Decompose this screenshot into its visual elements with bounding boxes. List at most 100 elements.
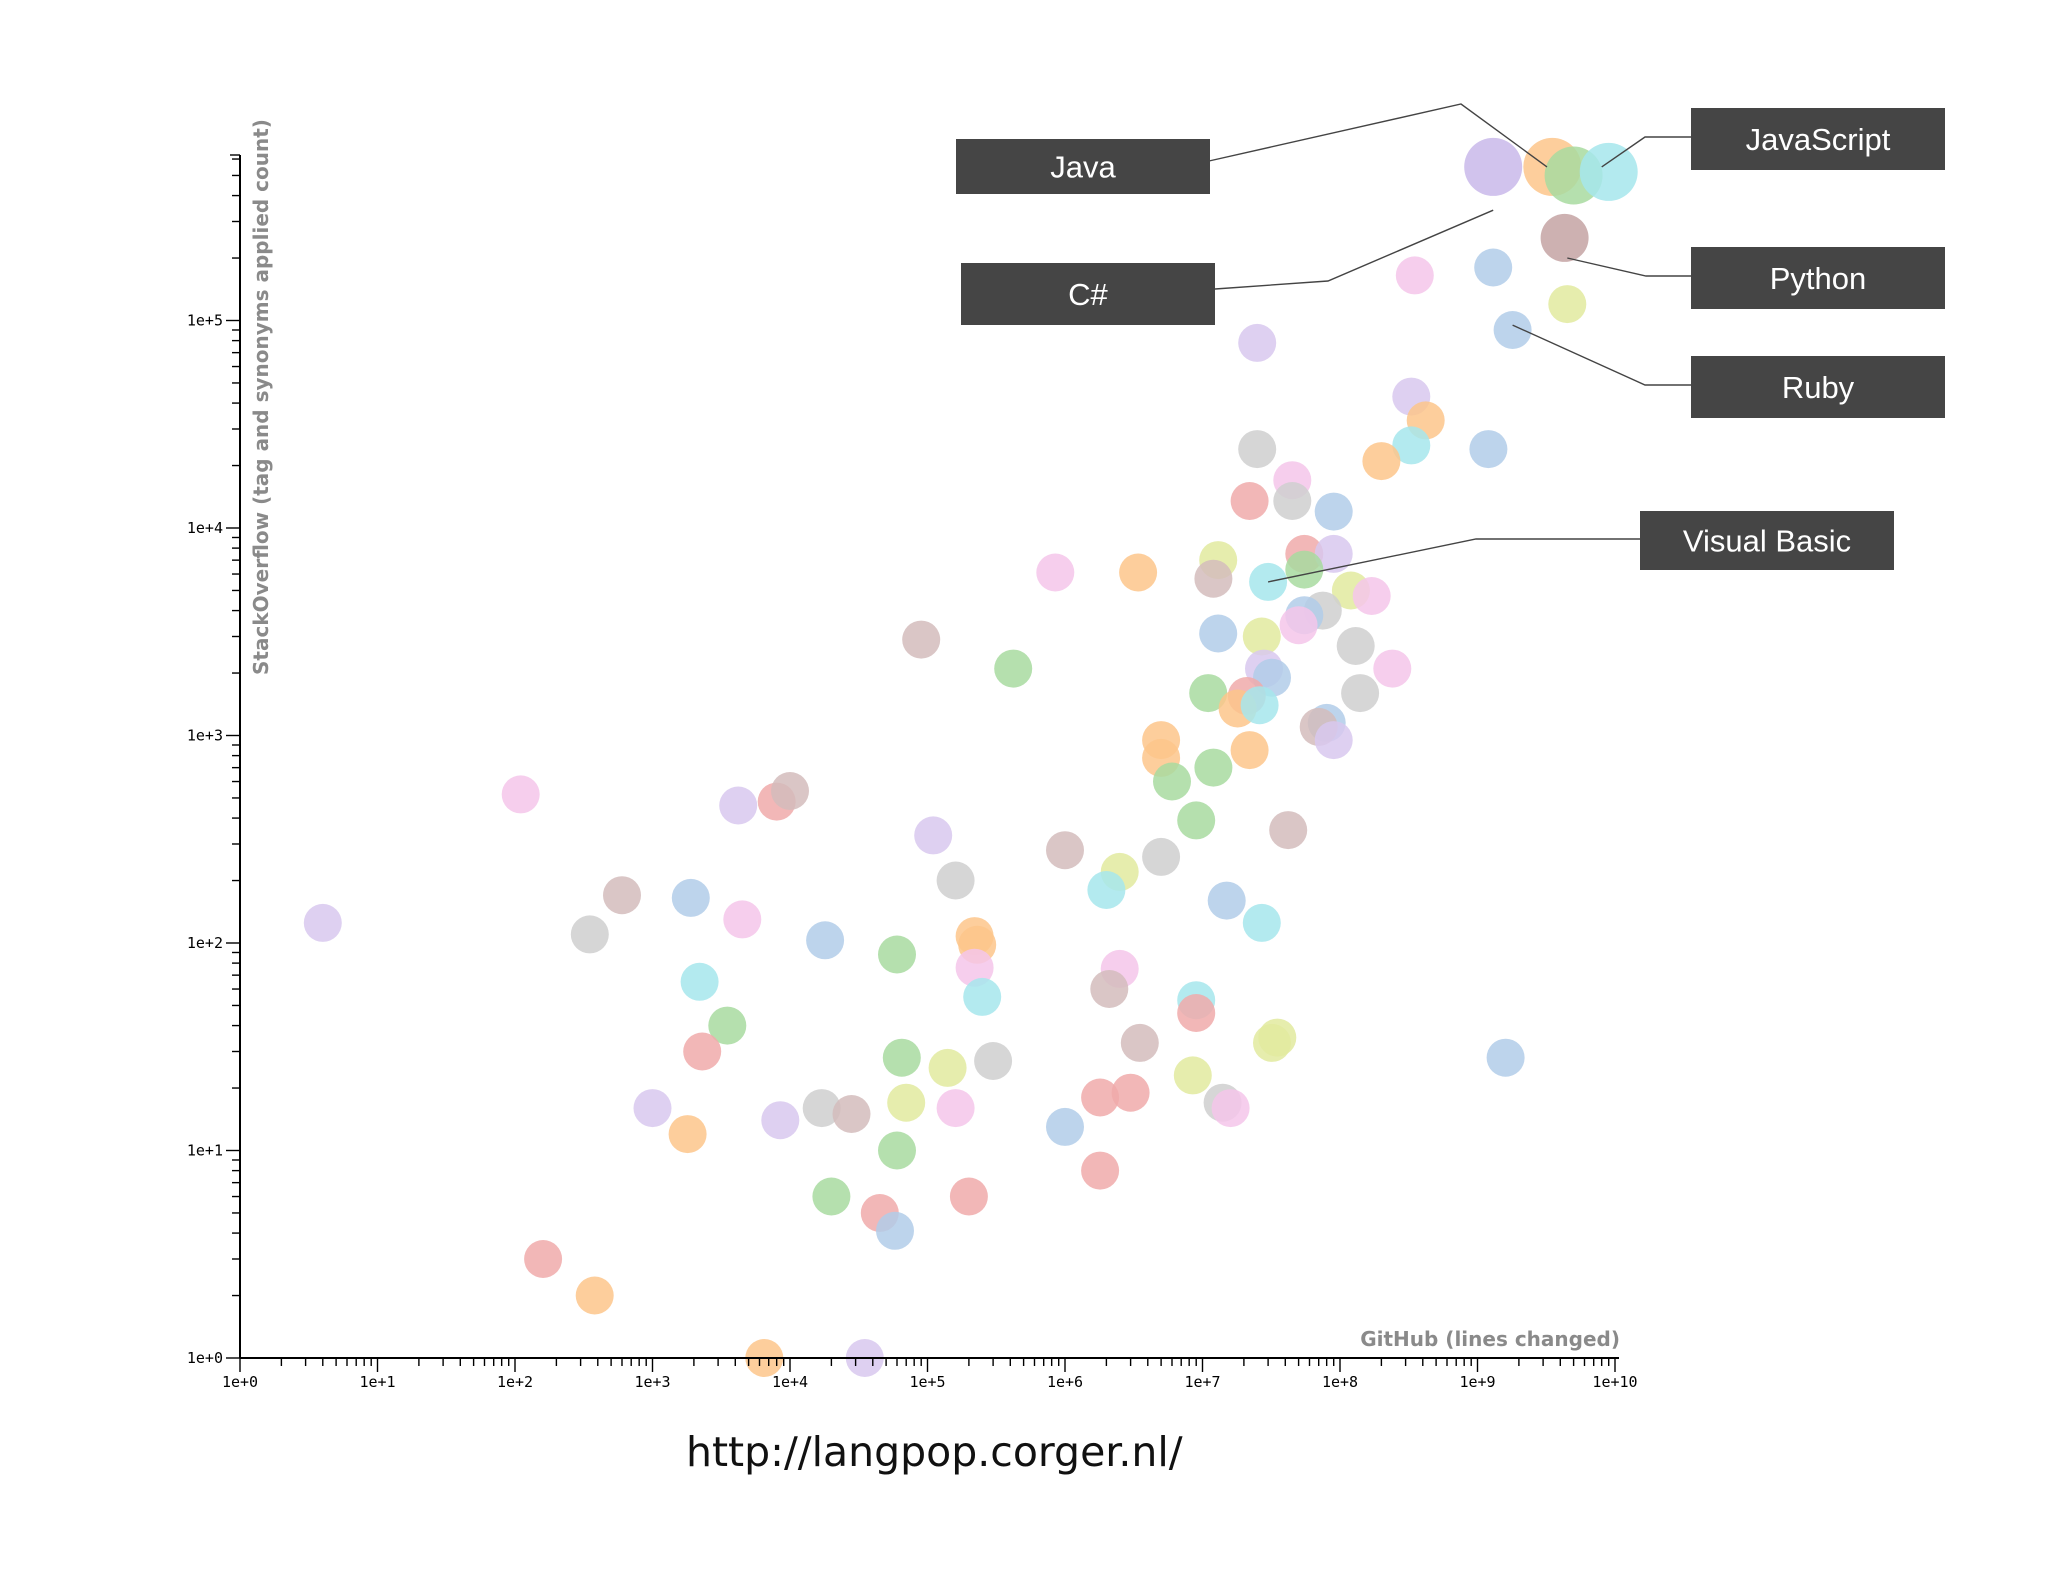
data-point[interactable] (887, 1083, 926, 1122)
data-point[interactable] (723, 900, 762, 939)
data-point[interactable] (876, 1211, 914, 1250)
y-tick-label: 1e+5 (187, 312, 223, 330)
data-point[interactable] (1336, 627, 1375, 665)
data-point[interactable] (1469, 430, 1508, 469)
y-tick-label: 1e+3 (187, 727, 223, 745)
data-point[interactable] (1194, 748, 1233, 787)
data-point[interactable] (902, 620, 941, 659)
data-point[interactable] (1269, 811, 1308, 850)
data-point[interactable] (575, 1276, 614, 1315)
data-point[interactable] (1352, 577, 1391, 615)
callout-leader-line (1208, 103, 1548, 168)
data-point[interactable] (878, 1131, 916, 1170)
data-point[interactable] (708, 1006, 747, 1045)
callout-label: JavaScript (1746, 122, 1891, 157)
data-point[interactable] (936, 1089, 975, 1128)
data-point[interactable] (1362, 442, 1401, 481)
data-point[interactable] (1279, 606, 1318, 645)
data-point[interactable] (1046, 831, 1084, 870)
data-point[interactable] (1314, 492, 1353, 531)
data-point[interactable] (1090, 970, 1129, 1008)
data-point[interactable] (603, 876, 641, 915)
data-point[interactable] (1153, 762, 1191, 801)
source-url[interactable]: http://langpop.corger.nl/ (686, 1428, 1183, 1476)
data-point[interactable] (570, 915, 609, 954)
data-point[interactable] (806, 921, 845, 960)
data-point[interactable] (1341, 674, 1380, 713)
data-point[interactable] (1314, 534, 1353, 573)
data-point[interactable] (771, 772, 809, 810)
data-point[interactable] (1081, 1151, 1120, 1190)
data-point[interactable] (949, 1177, 988, 1216)
data-point[interactable] (719, 786, 758, 825)
data-point[interactable] (1373, 649, 1412, 688)
data-point[interactable] (1314, 721, 1353, 760)
data-point[interactable] (680, 962, 719, 1001)
data-point[interactable] (1189, 674, 1228, 713)
data-point[interactable] (1194, 559, 1233, 598)
data-point[interactable] (1238, 323, 1277, 362)
data-point[interactable] (1579, 142, 1638, 201)
data-point[interactable] (633, 1089, 672, 1128)
data-point[interactable] (812, 1177, 851, 1216)
data-point[interactable] (524, 1240, 563, 1278)
data-point[interactable] (1177, 994, 1216, 1032)
data-point[interactable] (974, 1042, 1013, 1080)
data-point[interactable] (761, 1101, 800, 1140)
data-point[interactable] (671, 878, 710, 917)
data-point[interactable] (1474, 248, 1513, 287)
data-point[interactable] (1238, 430, 1277, 469)
x-tick-label: 1e+9 (1459, 1373, 1495, 1391)
data-point[interactable] (1486, 1038, 1525, 1077)
data-point[interactable] (1258, 1018, 1297, 1057)
data-point[interactable] (1120, 1023, 1159, 1062)
data-point[interactable] (882, 1038, 921, 1077)
data-point[interactable] (878, 935, 916, 974)
data-point[interactable] (1273, 482, 1312, 520)
data-point[interactable] (936, 861, 975, 900)
data-point[interactable] (1493, 311, 1532, 349)
data-point[interactable] (1285, 550, 1324, 589)
x-tick-label: 1e+8 (1322, 1373, 1358, 1391)
data-point[interactable] (963, 977, 1002, 1016)
data-point[interactable] (1111, 1073, 1150, 1112)
callout-box (1640, 511, 1894, 570)
x-tick-label: 1e+3 (634, 1373, 670, 1391)
data-point[interactable] (1036, 553, 1075, 592)
y-tick-label: 1e+2 (187, 934, 223, 952)
data-point[interactable] (1211, 1089, 1250, 1128)
data-point[interactable] (1087, 871, 1126, 909)
data-point[interactable] (1230, 731, 1269, 770)
data-point[interactable] (501, 775, 540, 814)
data-point[interactable] (1199, 614, 1238, 653)
data-point[interactable] (1173, 1056, 1212, 1095)
data-point[interactable] (683, 1032, 722, 1071)
data-point[interactable] (1177, 801, 1216, 840)
data-point[interactable] (955, 948, 994, 987)
data-point[interactable] (928, 1048, 967, 1087)
data-point[interactable] (1540, 213, 1589, 262)
data-point[interactable] (914, 816, 953, 855)
data-point[interactable] (802, 1089, 841, 1128)
data-point[interactable] (1242, 903, 1281, 942)
data-point[interactable] (1464, 137, 1523, 196)
data-point[interactable] (832, 1095, 871, 1133)
callout-label: Java (1050, 150, 1116, 185)
data-point[interactable] (1548, 285, 1587, 324)
data-point[interactable] (1230, 482, 1269, 520)
callout-label: Python (1770, 261, 1867, 296)
data-point[interactable] (668, 1115, 707, 1154)
data-point[interactable] (1119, 553, 1158, 592)
data-point[interactable] (1242, 617, 1281, 656)
data-point[interactable] (994, 649, 1033, 688)
data-point[interactable] (1240, 686, 1279, 725)
data-point[interactable] (1142, 837, 1181, 876)
data-point[interactable] (1046, 1107, 1084, 1146)
data-point[interactable] (1392, 426, 1431, 465)
data-point[interactable] (303, 903, 342, 942)
callouts: Java JavaScript C# Python Ruby Visual Basic (956, 103, 1945, 583)
data-point[interactable] (1395, 256, 1434, 295)
data-point[interactable] (1207, 881, 1246, 920)
data-point[interactable] (1081, 1078, 1120, 1117)
